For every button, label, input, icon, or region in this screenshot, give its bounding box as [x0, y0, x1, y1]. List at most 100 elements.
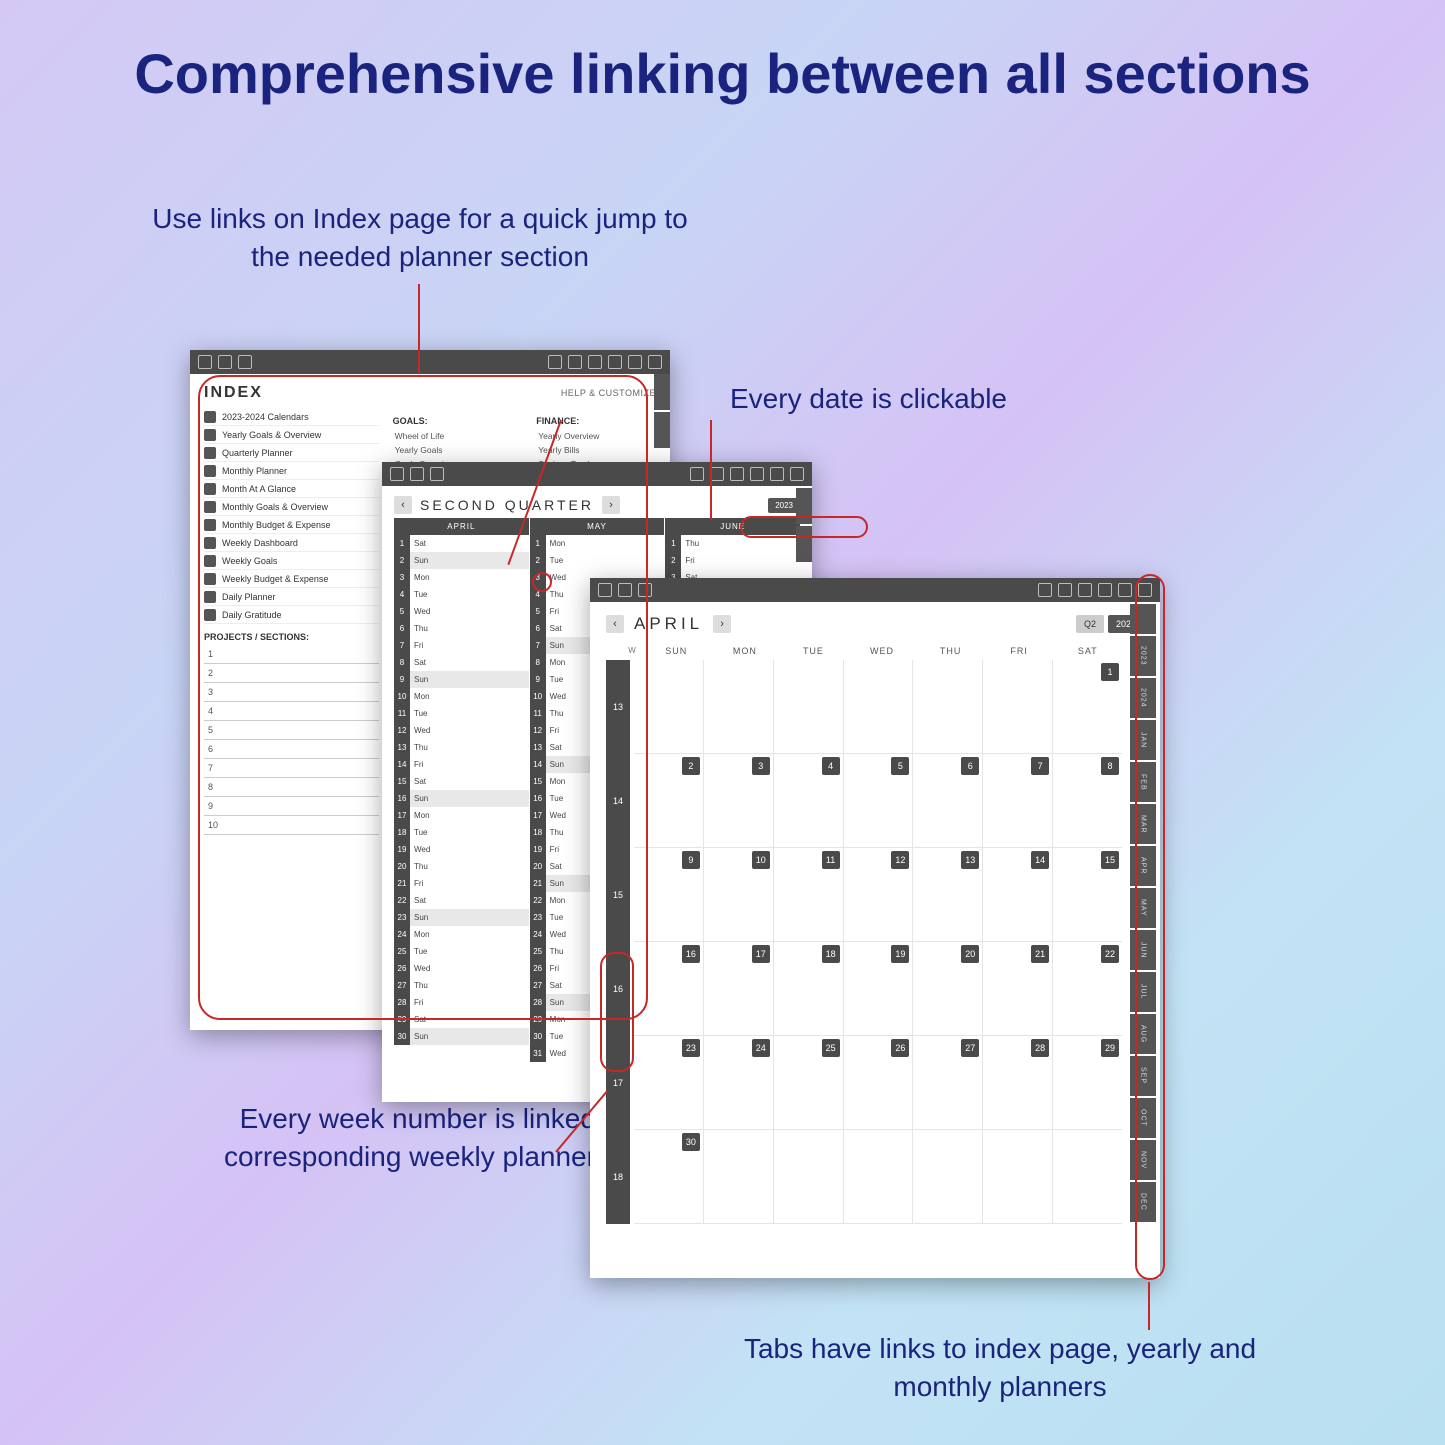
- day-number[interactable]: 25: [822, 1039, 840, 1057]
- calendar-cell[interactable]: [983, 1130, 1053, 1224]
- calendar-cell[interactable]: 7: [983, 754, 1053, 848]
- nav-icon[interactable]: [1078, 583, 1092, 597]
- quarter-day-row[interactable]: 8Sat: [394, 654, 529, 671]
- sidetab[interactable]: JUL: [1130, 972, 1156, 1012]
- calendar-cell[interactable]: 17: [704, 942, 774, 1036]
- quarter-day-row[interactable]: 4Tue: [394, 586, 529, 603]
- quarter-day-row[interactable]: 28Fri: [394, 994, 529, 1011]
- project-line[interactable]: 5: [204, 721, 379, 740]
- nav-icon[interactable]: [648, 355, 662, 369]
- day-number[interactable]: 20: [961, 945, 979, 963]
- nav-icon[interactable]: [548, 355, 562, 369]
- calendar-cell[interactable]: 12: [844, 848, 914, 942]
- nav-icon[interactable]: [410, 467, 424, 481]
- sidetab[interactable]: NOV: [1130, 1140, 1156, 1180]
- nav-icon[interactable]: [690, 467, 704, 481]
- quarter-day-row[interactable]: 11Tue: [394, 705, 529, 722]
- quarter-day-row[interactable]: 21Fri: [394, 875, 529, 892]
- sidetab[interactable]: SEP: [1130, 1056, 1156, 1096]
- day-number[interactable]: 1: [1101, 663, 1119, 681]
- home-icon[interactable]: [198, 355, 212, 369]
- project-line[interactable]: 6: [204, 740, 379, 759]
- day-number[interactable]: 14: [1031, 851, 1049, 869]
- calendar-cell[interactable]: 2: [634, 754, 704, 848]
- calendar-cell[interactable]: 8: [1053, 754, 1122, 848]
- day-number[interactable]: 10: [752, 851, 770, 869]
- day-number[interactable]: 16: [682, 945, 700, 963]
- nav-icon[interactable]: [770, 467, 784, 481]
- calendar-cell[interactable]: 6: [913, 754, 983, 848]
- nav-icon[interactable]: [1058, 583, 1072, 597]
- day-number[interactable]: 23: [682, 1039, 700, 1057]
- day-number[interactable]: 15: [1101, 851, 1119, 869]
- calendar-cell[interactable]: [844, 660, 914, 754]
- sidetab[interactable]: [654, 412, 670, 448]
- quarter-day-row[interactable]: 1Sat: [394, 535, 529, 552]
- quarter-day-row[interactable]: 10Mon: [394, 688, 529, 705]
- calendar-cell[interactable]: 25: [774, 1036, 844, 1130]
- index-link[interactable]: Daily Planner: [204, 588, 379, 606]
- home-icon[interactable]: [598, 583, 612, 597]
- sidetab[interactable]: [654, 374, 670, 410]
- quarter-day-row[interactable]: 19Wed: [394, 841, 529, 858]
- project-line[interactable]: 3: [204, 683, 379, 702]
- week-number[interactable]: 14: [606, 754, 630, 848]
- nav-icon[interactable]: [1118, 583, 1132, 597]
- index-sublink[interactable]: Yearly Bills: [536, 443, 656, 457]
- nav-icon[interactable]: [618, 583, 632, 597]
- index-link[interactable]: Month At A Glance: [204, 480, 379, 498]
- calendar-cell[interactable]: 21: [983, 942, 1053, 1036]
- quarter-day-row[interactable]: 26Wed: [394, 960, 529, 977]
- day-number[interactable]: 30: [682, 1133, 700, 1151]
- quarter-day-row[interactable]: 12Wed: [394, 722, 529, 739]
- nav-icon[interactable]: [568, 355, 582, 369]
- day-number[interactable]: 9: [682, 851, 700, 869]
- calendar-cell[interactable]: 1: [1053, 660, 1122, 754]
- prev-arrow[interactable]: ‹: [606, 615, 624, 633]
- day-number[interactable]: 6: [961, 757, 979, 775]
- calendar-cell[interactable]: [913, 660, 983, 754]
- quarter-day-row[interactable]: 15Sat: [394, 773, 529, 790]
- quarter-day-row[interactable]: 29Sat: [394, 1011, 529, 1028]
- sidetab[interactable]: MAY: [1130, 888, 1156, 928]
- index-link[interactable]: Monthly Budget & Expense: [204, 516, 379, 534]
- index-help[interactable]: HELP & CUSTOMIZE: [561, 388, 656, 398]
- home-icon[interactable]: [390, 467, 404, 481]
- sidetab[interactable]: [796, 526, 812, 562]
- project-line[interactable]: 8: [204, 778, 379, 797]
- project-line[interactable]: 7: [204, 759, 379, 778]
- nav-icon[interactable]: [730, 467, 744, 481]
- project-line[interactable]: 2: [204, 664, 379, 683]
- sidetab[interactable]: OCT: [1130, 1098, 1156, 1138]
- calendar-cell[interactable]: 22: [1053, 942, 1122, 1036]
- sidetab[interactable]: FEB: [1130, 762, 1156, 802]
- index-link[interactable]: Monthly Goals & Overview: [204, 498, 379, 516]
- week-number[interactable]: 18: [606, 1130, 630, 1224]
- calendar-cell[interactable]: 9: [634, 848, 704, 942]
- index-link[interactable]: Monthly Planner: [204, 462, 379, 480]
- quarter-day-row[interactable]: 18Tue: [394, 824, 529, 841]
- calendar-cell[interactable]: 27: [913, 1036, 983, 1130]
- calendar-cell[interactable]: 3: [704, 754, 774, 848]
- calendar-cell[interactable]: 18: [774, 942, 844, 1036]
- week-number[interactable]: 15: [606, 848, 630, 942]
- nav-icon[interactable]: [238, 355, 252, 369]
- quarter-day-row[interactable]: 24Mon: [394, 926, 529, 943]
- sidetab[interactable]: AUG: [1130, 1014, 1156, 1054]
- calendar-cell[interactable]: 16: [634, 942, 704, 1036]
- day-number[interactable]: 19: [891, 945, 909, 963]
- quarter-day-row[interactable]: 5Wed: [394, 603, 529, 620]
- nav-icon[interactable]: [218, 355, 232, 369]
- project-line[interactable]: 10: [204, 816, 379, 835]
- nav-icon[interactable]: [790, 467, 804, 481]
- quarter-day-row[interactable]: 7Fri: [394, 637, 529, 654]
- nav-icon[interactable]: [750, 467, 764, 481]
- day-number[interactable]: 8: [1101, 757, 1119, 775]
- nav-icon[interactable]: [1098, 583, 1112, 597]
- quarter-day-row[interactable]: 2Fri: [665, 552, 800, 569]
- project-line[interactable]: 1: [204, 645, 379, 664]
- quarter-day-row[interactable]: 9Sun: [394, 671, 529, 688]
- day-number[interactable]: 2: [682, 757, 700, 775]
- sidetab[interactable]: JUN: [1130, 930, 1156, 970]
- calendar-cell[interactable]: 29: [1053, 1036, 1122, 1130]
